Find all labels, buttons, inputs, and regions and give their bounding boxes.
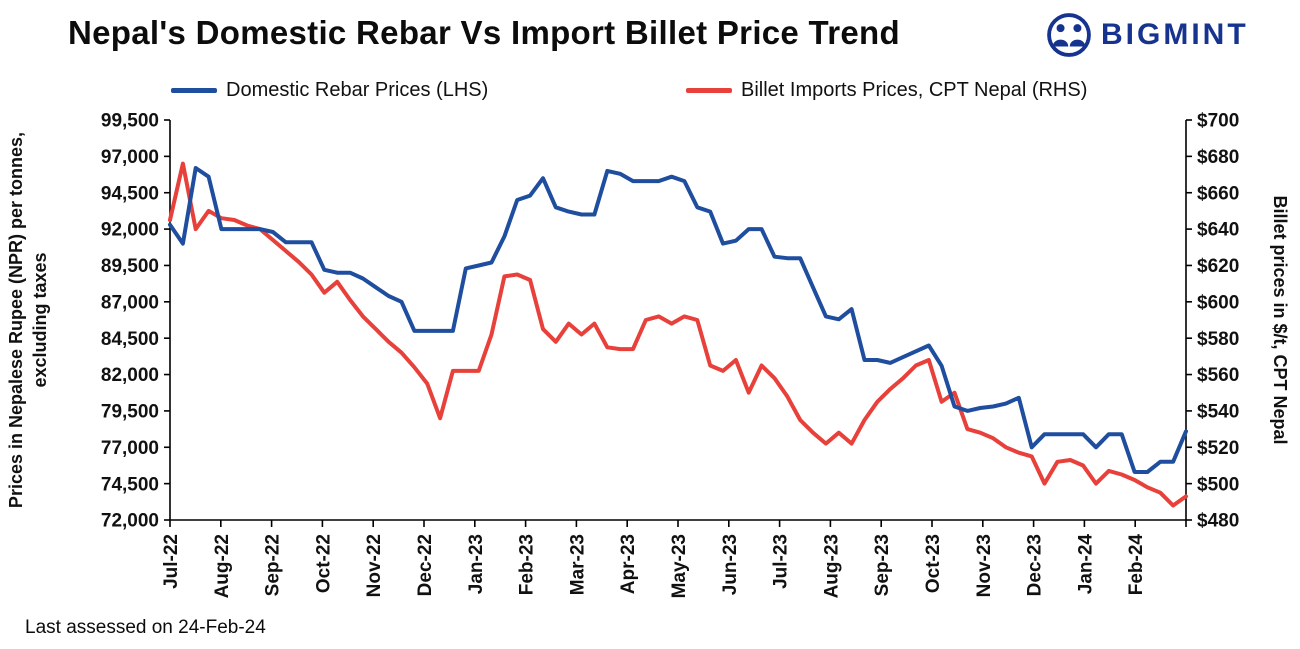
y-right-tick-label: $500 xyxy=(1197,474,1239,495)
page-title: Nepal's Domestic Rebar Vs Import Billet … xyxy=(68,14,900,51)
right-axis-title: Billet prices in $/t, CPT Nepal xyxy=(1270,195,1290,444)
series-lines xyxy=(168,161,1188,508)
x-tick-label: Feb-23 xyxy=(517,534,538,595)
x-tick-label: Apr-23 xyxy=(618,534,639,594)
billet-price-line xyxy=(168,161,1188,508)
x-tick-label: Oct-23 xyxy=(923,534,944,593)
y-left-tick-label: 94,500 xyxy=(101,183,159,204)
y-left-tick-label: 72,000 xyxy=(101,511,159,532)
bigmint-logo-icon xyxy=(1047,13,1091,57)
x-tick-label: Jan-23 xyxy=(466,534,487,594)
y-left-tick-label: 79,500 xyxy=(101,402,159,423)
x-axis: Jul-22 Aug-22 Sep-22 Oct-22 Nov-22 Dec-22 Jan-… xyxy=(161,520,1187,598)
y-right-tick-label: $620 xyxy=(1197,256,1239,277)
y-right-tick-label: $660 xyxy=(1197,183,1239,204)
legend-item-rebar: Domestic Rebar Prices (LHS) xyxy=(171,78,488,102)
y-right-tick-label: $600 xyxy=(1197,292,1239,313)
x-tick-label: Nov-22 xyxy=(364,534,385,597)
x-tick-label: Jun-23 xyxy=(720,534,741,595)
y-right-tick-label: $560 xyxy=(1197,365,1239,386)
billet-legend-label: Billet Imports Prices, CPT Nepal (RHS) xyxy=(741,78,1088,101)
assessment-note: Last assessed on 24-Feb-24 xyxy=(25,617,266,638)
x-tick-label: Mar-23 xyxy=(567,534,588,595)
y-left-tick-label: 87,000 xyxy=(101,292,159,313)
x-tick-label: Dec-23 xyxy=(1025,534,1046,596)
y-left-tick-label: 99,500 xyxy=(101,111,159,132)
x-tick-label: Sep-23 xyxy=(872,534,893,596)
x-tick-label: Sep-22 xyxy=(263,534,284,596)
y-left-tick-label: 84,500 xyxy=(101,329,159,350)
y-right-tick-label: $540 xyxy=(1197,402,1239,423)
y-left-tick-label: 97,000 xyxy=(101,147,159,168)
left-axis-title: Prices in Nepalese Rupee (NPR) per tonne… xyxy=(6,132,26,508)
x-tick-label: Aug-23 xyxy=(821,534,842,598)
y-right-tick-label: $520 xyxy=(1197,438,1239,459)
x-tick-label: Nov-23 xyxy=(974,534,995,597)
brand-name: BIGMINT xyxy=(1101,18,1249,51)
rebar-legend-label: Domestic Rebar Prices (LHS) xyxy=(226,78,489,101)
billet-legend-swatch xyxy=(686,87,732,93)
y-left-tick-label: 74,500 xyxy=(101,474,159,495)
left-axis-title: excluding taxes xyxy=(30,252,50,387)
y-left-tick-label: 89,500 xyxy=(101,256,159,277)
y-left-tick-label: 82,000 xyxy=(101,365,159,386)
brand-logo: BIGMINT xyxy=(1046,12,1249,58)
y-right-tick-label: $680 xyxy=(1197,147,1239,168)
y-axis-left: 99,500 97,000 94,500 92,000 89,500 87,000 84,5… xyxy=(101,111,170,532)
x-tick-label: Jul-23 xyxy=(771,534,792,589)
axis-titles: Prices in Nepalese Rupee (NPR) per tonne… xyxy=(6,132,1290,508)
y-right-tick-label: $640 xyxy=(1197,220,1239,241)
x-tick-label: Dec-22 xyxy=(415,534,436,596)
y-right-tick-label: $700 xyxy=(1197,111,1239,132)
rebar-price-line xyxy=(168,166,1188,474)
x-tick-label: Aug-22 xyxy=(212,534,233,598)
x-tick-label: Feb-24 xyxy=(1126,534,1147,596)
y-left-tick-label: 77,000 xyxy=(101,438,159,459)
y-axis-right: $700 $680 $660 $640 $620 $600 $580 $560 $540 $520… xyxy=(1186,111,1239,532)
y-left-tick-label: 92,000 xyxy=(101,220,159,241)
rebar-legend-swatch xyxy=(171,87,217,93)
x-tick-label: Oct-22 xyxy=(313,534,334,593)
x-tick-label: Jan-24 xyxy=(1075,534,1096,595)
y-right-tick-label: $580 xyxy=(1197,329,1239,350)
y-right-tick-label: $480 xyxy=(1197,511,1239,532)
legend-item-billet: Billet Imports Prices, CPT Nepal (RHS) xyxy=(686,78,1087,102)
x-tick-label: May-23 xyxy=(669,534,690,598)
x-tick-label: Jul-22 xyxy=(161,534,182,589)
